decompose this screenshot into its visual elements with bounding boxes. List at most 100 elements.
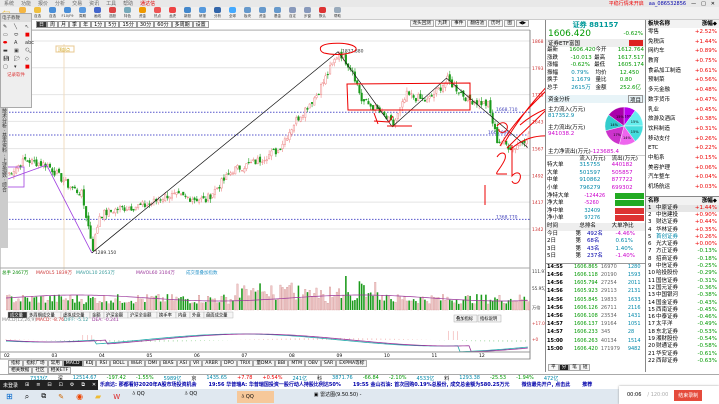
- indicator-tab[interactable]: DMI: [145, 360, 160, 367]
- chart-tool-tab[interactable]: 图: [504, 20, 515, 27]
- drawing-tool-icon[interactable]: ↖: [25, 24, 30, 30]
- stock-row[interactable]: 12国元证券 -0.36%: [646, 285, 719, 292]
- extra-tab[interactable]: 社区: [32, 367, 48, 374]
- sector-row[interactable]: 数字货币 +0.47%: [646, 96, 719, 106]
- drawing-tool-icon[interactable]: ◇: [25, 56, 29, 62]
- task-view-icon[interactable]: ⧉: [41, 392, 47, 400]
- popup-icon[interactable]: ≡: [36, 382, 41, 388]
- taskbar-app[interactable]: ▣ 雷达图(9.50.50) -: [314, 391, 362, 403]
- index-name[interactable]: 料: [444, 376, 450, 382]
- popup-icon[interactable]: ⊡: [58, 382, 63, 388]
- toolbar-button[interactable]: 热点: [151, 7, 164, 19]
- menu-item[interactable]: 帮助: [123, 1, 134, 7]
- wps-icon[interactable]: W: [113, 392, 121, 401]
- news-item[interactable]: 乐启达: 那都看好2020年A股市场投资机会: [100, 382, 197, 388]
- indicator-tab[interactable]: OBV: [305, 360, 321, 367]
- badge[interactable]: [629, 40, 643, 46]
- period-周[interactable]: 周: [47, 21, 59, 28]
- windows-start-icon[interactable]: ⊞: [6, 392, 13, 401]
- popup-icon[interactable]: ⧉: [81, 382, 85, 388]
- drawing-tool-icon[interactable]: ⬭: [14, 32, 19, 38]
- toolbar-button[interactable]: 自选: [31, 7, 44, 19]
- indicator-tab[interactable]: TRIX: [236, 360, 254, 367]
- indicator-tab[interactable]: EXPMA等标: [336, 360, 368, 367]
- period-多周期[interactable]: 多周期: [171, 21, 193, 28]
- toolbar-button[interactable]: 基金: [271, 7, 284, 19]
- drawing-tool-icon[interactable]: ▣: [14, 48, 19, 54]
- browser-icon[interactable]: ◉: [76, 392, 84, 401]
- menu-item[interactable]: 系统: [4, 1, 15, 7]
- toolbar-button[interactable]: 资金: [256, 7, 269, 19]
- sector-row[interactable]: 多元金融 +0.48%: [646, 86, 719, 96]
- drawing-tool-icon[interactable]: 🔍︎: [25, 48, 32, 54]
- period-30分[interactable]: 30分: [136, 21, 155, 28]
- period-15分[interactable]: 15分: [119, 21, 137, 28]
- indicator-tab[interactable]: 常用: [47, 360, 63, 367]
- chart-tool-tab[interactable]: 翻倍池: [467, 20, 488, 27]
- period-60分[interactable]: 60分: [154, 21, 172, 28]
- menu-item[interactable]: 报价: [38, 1, 49, 7]
- menu-item[interactable]: 功能: [21, 1, 32, 7]
- news-ticker[interactable]: 乐启达: 那都看好2020年A股市场投资机会 19:56 华普瑞A: 华普瑞国投资…: [0, 381, 719, 389]
- macd-button[interactable]: [477, 314, 502, 323]
- stock-row[interactable]: 21华安证券 -0.61%: [646, 351, 719, 358]
- sector-row[interactable]: 网约车 +0.89%: [646, 47, 719, 57]
- period-月[interactable]: 月: [58, 21, 70, 28]
- sector-row[interactable]: 中船系 +0.15%: [646, 154, 719, 164]
- stock-row[interactable]: 10哈投股份 -0.29%: [646, 270, 719, 277]
- index-name[interactable]: 科: [317, 376, 323, 382]
- menu-item[interactable]: 工具: [106, 1, 117, 7]
- popup-icon[interactable]: ⚙: [69, 382, 75, 388]
- sector-header[interactable]: 板块名称: [648, 21, 671, 27]
- drawing-tool-icon[interactable]: ▭: [3, 32, 8, 38]
- indicator-tab[interactable]: 指标广场: [23, 360, 48, 367]
- indicator-tab[interactable]: BIAS: [159, 360, 177, 367]
- indicator-tab[interactable]: BOLL: [109, 360, 128, 367]
- indicator-tab[interactable]: ARBR: [202, 360, 221, 367]
- period-年[interactable]: 年: [80, 21, 92, 28]
- trend-line-purple[interactable]: [4, 164, 93, 254]
- stock-row[interactable]: 13中国银河 -0.38%: [646, 292, 719, 299]
- index-name[interactable]: 京: [191, 376, 197, 382]
- popup-icon[interactable]: ✕: [91, 382, 97, 388]
- stock-row[interactable]: 7 方正证券 -0.13%: [646, 248, 719, 255]
- indicator-tab[interactable]: VR: [189, 360, 203, 367]
- sector-row[interactable]: 食品加工制造 +0.61%: [646, 67, 719, 77]
- sector-header[interactable]: 名称: [648, 197, 660, 204]
- toolbar-button[interactable]: 自选: [46, 7, 59, 19]
- indicator-tab[interactable]: W&R: [127, 360, 146, 367]
- tick-tab[interactable]: 短: [579, 364, 591, 371]
- security-subtitle[interactable]: 证券ETF富国: [548, 41, 580, 47]
- minimize-button[interactable]: —: [691, 0, 697, 7]
- news-item[interactable]: 19:55 金山石油: 首次回购0.19%总股份, 成交总金额为580.25万元: [352, 382, 510, 388]
- stock-row[interactable]: 18东北证券 -0.53%: [646, 329, 719, 336]
- indicator-tab[interactable]: RSI: [96, 360, 110, 367]
- toolbar-button[interactable]: 帮助: [331, 7, 344, 19]
- indicator-tab[interactable]: MTM: [288, 360, 306, 367]
- drawing-tool-icon[interactable]: abc: [25, 40, 34, 46]
- stock-row[interactable]: 15西南证券 -0.45%: [646, 307, 719, 314]
- stock-row[interactable]: 8 招商证券 -0.18%: [646, 256, 719, 263]
- stock-row[interactable]: 20财通证券 -0.58%: [646, 343, 719, 350]
- tick-tab[interactable]: 笔: [569, 364, 580, 371]
- close-button[interactable]: ✕: [710, 0, 715, 7]
- sector-row[interactable]: ETC +0.22%: [646, 144, 719, 154]
- chart-tool-tab[interactable]: ◀▶: [515, 20, 529, 27]
- sector-row[interactable]: 零售 +2.52%: [646, 28, 719, 38]
- folder-icon[interactable]: ▰: [95, 392, 102, 401]
- drawing-tool-icon[interactable]: ■: [25, 64, 30, 70]
- stock-row[interactable]: 14国金证券 -0.43%: [646, 300, 719, 307]
- stock-row[interactable]: 16中泰证券 -0.46%: [646, 314, 719, 321]
- kline-chart[interactable]: 1868 1793 1718 1643 1567 1492 1417 1342 1668.710…: [0, 30, 545, 360]
- account-name[interactable]: aa_086532856: [648, 0, 687, 7]
- chart-tool-tab[interactable]: 事件: [451, 20, 467, 27]
- sector-row[interactable]: 旅游及酒店 +0.38%: [646, 115, 719, 125]
- stock-row[interactable]: 5 首创证券 +0.26%: [646, 234, 719, 241]
- index-name[interactable]: 深: [57, 376, 63, 382]
- wave-trend-line[interactable]: [91, 51, 528, 254]
- news-item[interactable]: 微信最先开户, 点击此: [521, 382, 571, 388]
- vertical-tabs[interactable]: 技术分析 · 基本资料 · 上证指数 · 综合: [0, 108, 8, 248]
- menu-item[interactable]: 交易: [72, 1, 83, 7]
- toolbar-button[interactable]: 分析: [211, 7, 224, 19]
- stock-row[interactable]: 19湘财股份 -0.54%: [646, 336, 719, 343]
